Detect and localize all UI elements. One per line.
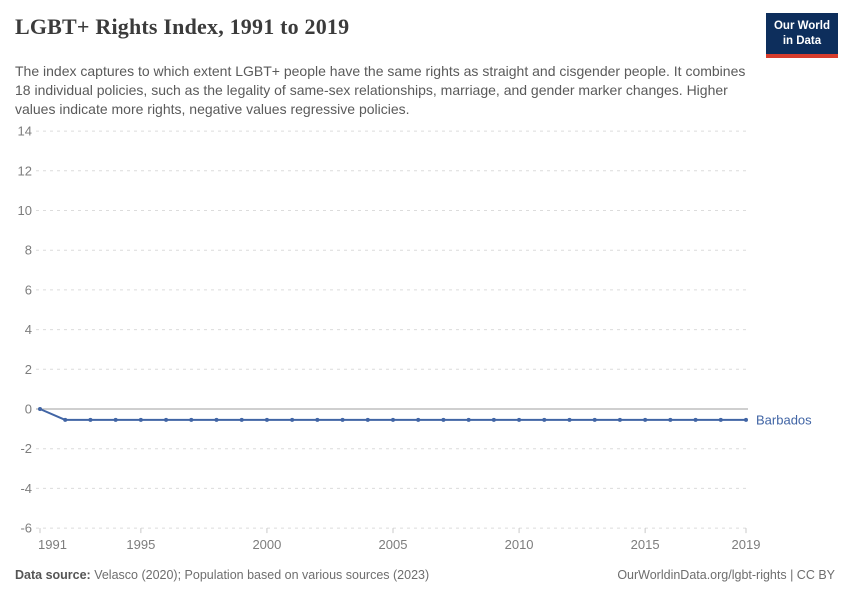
y-tick-label: -6 [20,521,32,536]
y-tick-label: 8 [25,243,32,258]
data-point-marker[interactable] [643,417,648,422]
data-point-marker[interactable] [113,417,118,422]
data-point-marker[interactable] [264,417,269,422]
y-tick-label: 10 [18,203,32,218]
data-point-marker[interactable] [63,417,68,422]
data-point-marker[interactable] [38,407,42,411]
data-point-marker[interactable] [315,417,320,422]
data-point-marker[interactable] [567,417,572,422]
data-point-marker[interactable] [391,417,395,422]
data-point-marker[interactable] [592,417,597,422]
data-point-marker[interactable] [466,417,471,422]
x-tick-label: 1995 [126,537,155,552]
data-point-marker[interactable] [491,417,496,422]
data-point-marker[interactable] [365,417,370,422]
data-point-marker[interactable] [239,417,244,422]
x-tick-label: 1991 [38,537,67,552]
x-tick-label: 2005 [379,537,408,552]
data-source-note: Data source: Velasco (2020); Population … [15,568,429,582]
logo-line-2: in Data [782,34,822,47]
data-point-marker[interactable] [164,417,169,422]
data-point-marker[interactable] [441,417,446,422]
logo-line-1: Our World [773,20,830,32]
data-point-marker[interactable] [517,417,522,422]
y-tick-label: -4 [20,481,32,496]
line-chart-canvas[interactable]: 14 12 10 8 6 4 2 0 -2 -4 -6 1991 1995 2000 2005 2010 201… [0,0,850,560]
chart-subtitle: The index captures to which extent LGBT+… [15,63,746,117]
data-point-marker[interactable] [88,417,93,422]
owid-license-link[interactable]: OurWorldinData.org/lgbt-rights | CC BY [617,568,835,582]
y-tick-label: 0 [25,402,32,417]
data-point-marker[interactable] [668,417,673,422]
chart-footer: Data source: Velasco (2020); Population … [15,568,835,582]
y-tick-label: 12 [18,163,32,178]
data-point-marker[interactable] [718,417,723,422]
x-tick-label: 2015 [631,537,660,552]
series-end-label: Barbados [756,412,812,427]
data-point-marker[interactable] [214,417,219,422]
data-point-marker[interactable] [340,417,345,422]
owid-logo: Our World in Data [765,13,838,58]
data-source-label: Data source: [15,568,91,582]
page-title: LGBT+ Rights Index, 1991 to 2019 [15,14,350,39]
y-tick-label: -2 [20,441,32,456]
data-point-marker[interactable] [416,417,421,422]
data-point-marker[interactable] [617,417,622,422]
data-point-marker[interactable] [542,417,547,422]
data-point-marker[interactable] [189,417,194,422]
y-tick-label: 4 [25,322,32,337]
x-tick-label: 2010 [505,537,534,552]
y-tick-label: 2 [25,362,32,377]
data-point-marker[interactable] [138,417,143,422]
x-tick-label: 2000 [252,537,281,552]
y-tick-label: 14 [18,124,32,139]
y-tick-label: 6 [25,282,32,297]
data-point-marker[interactable] [744,417,748,422]
data-point-marker[interactable] [693,417,698,422]
data-source-text: Velasco (2020); Population based on vari… [90,568,430,582]
x-tick-label: 2019 [732,537,761,552]
data-point-marker[interactable] [290,417,295,422]
